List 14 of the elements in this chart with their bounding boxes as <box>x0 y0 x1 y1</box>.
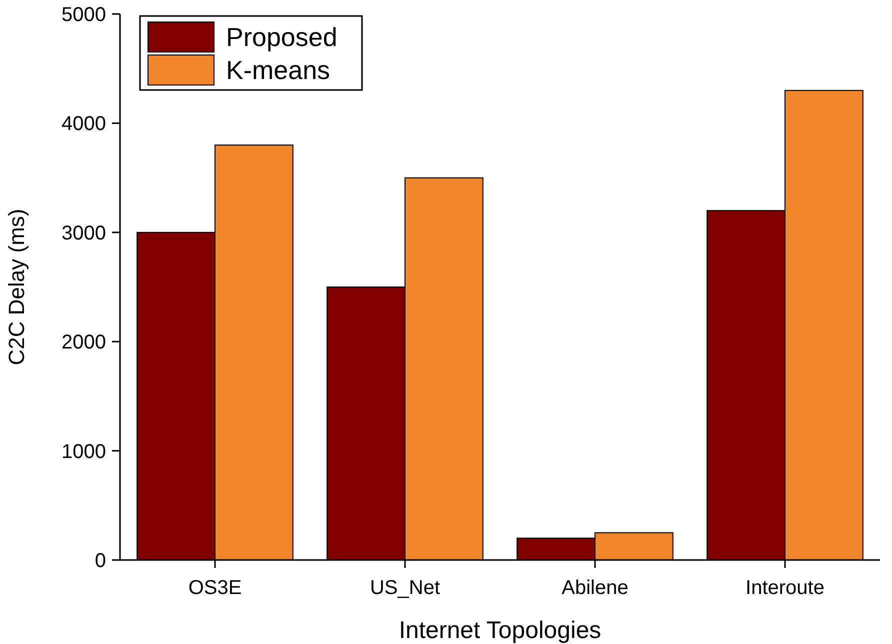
x-tick-label: OS3E <box>188 577 242 599</box>
y-tick-label: 3000 <box>62 222 106 244</box>
x-tick-label: Abilene <box>562 577 628 599</box>
legend-label: K-means <box>226 55 330 86</box>
y-tick-label: 0 <box>94 550 106 572</box>
y-tick-label: 5000 <box>62 4 106 26</box>
legend-label: Proposed <box>226 22 338 52</box>
x-axis-title: Internet Topologies <box>398 617 602 644</box>
y-tick-label: 1000 <box>62 440 106 463</box>
x-tick-label: Interoute <box>746 577 824 599</box>
y-axis-title: C2C Delay (ms) <box>4 208 29 366</box>
y-tick-label: 4000 <box>62 113 106 136</box>
y-tick-label: 2000 <box>62 332 106 354</box>
x-tick-label: US_Net <box>370 577 440 599</box>
